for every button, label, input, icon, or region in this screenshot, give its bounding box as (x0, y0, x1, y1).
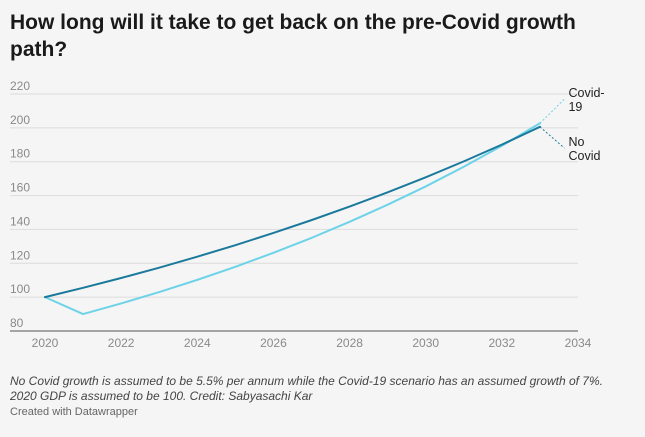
y-tick-label: 80 (10, 316, 24, 330)
chart-notes: No Covid growth is assumed to be 5.5% pe… (10, 374, 640, 404)
series-label-line: No (568, 135, 584, 149)
series-line-covid-19 (44, 122, 541, 316)
x-tick-label: 2026 (260, 336, 287, 350)
x-tick-label: 2032 (489, 336, 516, 350)
y-tick-label: 220 (10, 79, 30, 93)
note-line: 2020 GDP is assumed to be 100. Credit: S… (10, 389, 313, 403)
note-line: No Covid growth is assumed to be 5.5% pe… (10, 374, 603, 388)
label-leader-line (539, 98, 565, 124)
gridlines (10, 93, 578, 332)
series-label: No Covid (568, 135, 600, 163)
x-tick-label: 2034 (565, 336, 592, 350)
series-labels: Covid-19 No Covid (539, 86, 605, 163)
x-tick-label: 2022 (108, 336, 135, 350)
line-chart: 80 100 120 140 160 180 200 220 2020 2022 2024 2026… (10, 79, 605, 350)
series-line-no-covid (44, 125, 541, 299)
y-tick-label: 180 (10, 147, 30, 161)
chart-title: How long will it take to get back on the… (10, 11, 576, 61)
x-tick-label: 2020 (32, 336, 59, 350)
x-tick-label: 2030 (412, 336, 439, 350)
x-tick-label: 2028 (336, 336, 363, 350)
credit-line: Created with Datawrapper (10, 406, 138, 418)
y-tick-label: 140 (10, 214, 30, 228)
y-tick-label: 120 (10, 248, 30, 262)
y-tick-label: 200 (10, 113, 30, 127)
y-axis: 80 100 120 140 160 180 200 220 (10, 79, 30, 330)
series-label-line: Covid- (568, 86, 604, 100)
y-tick-label: 160 (10, 181, 30, 195)
series-lines (44, 122, 541, 316)
y-tick-label: 100 (10, 282, 30, 296)
series-label-line: Covid (568, 149, 600, 163)
series-label: Covid-19 (568, 86, 604, 114)
label-leader-line (539, 126, 565, 149)
x-tick-label: 2024 (184, 336, 211, 350)
series-label-line: 19 (568, 100, 582, 114)
x-axis: 2020 2022 2024 2026 2028 2030 2032 2034 (32, 336, 592, 350)
